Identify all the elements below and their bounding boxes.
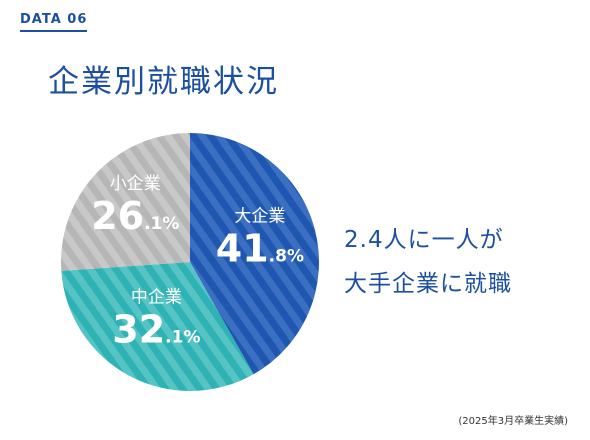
slice-value-3: 26.1% xyxy=(91,194,179,238)
slice-label-2: 中企業 xyxy=(131,288,182,308)
callout-text: 2.4人に一人が 大手企業に就職 xyxy=(344,218,512,306)
data-number-label: DATA 06 xyxy=(20,12,88,32)
callout-line-2: 大手企業に就職 xyxy=(344,271,512,297)
footnote: (2025年3月卒業生実績) xyxy=(458,416,568,427)
slice-value-2: 32.1% xyxy=(112,308,200,352)
slice-value-1: 41.8% xyxy=(216,227,304,271)
callout-line-1: 2.4人に一人が xyxy=(344,227,504,253)
slice-label-3: 小企業 xyxy=(110,174,161,194)
pie-slice-1 xyxy=(190,133,319,375)
pie-slice-2 xyxy=(61,262,254,391)
page-title: 企業別就職状況 xyxy=(48,64,279,100)
slice-label-1: 大企業 xyxy=(234,207,285,227)
pie-slice-3 xyxy=(61,133,190,271)
